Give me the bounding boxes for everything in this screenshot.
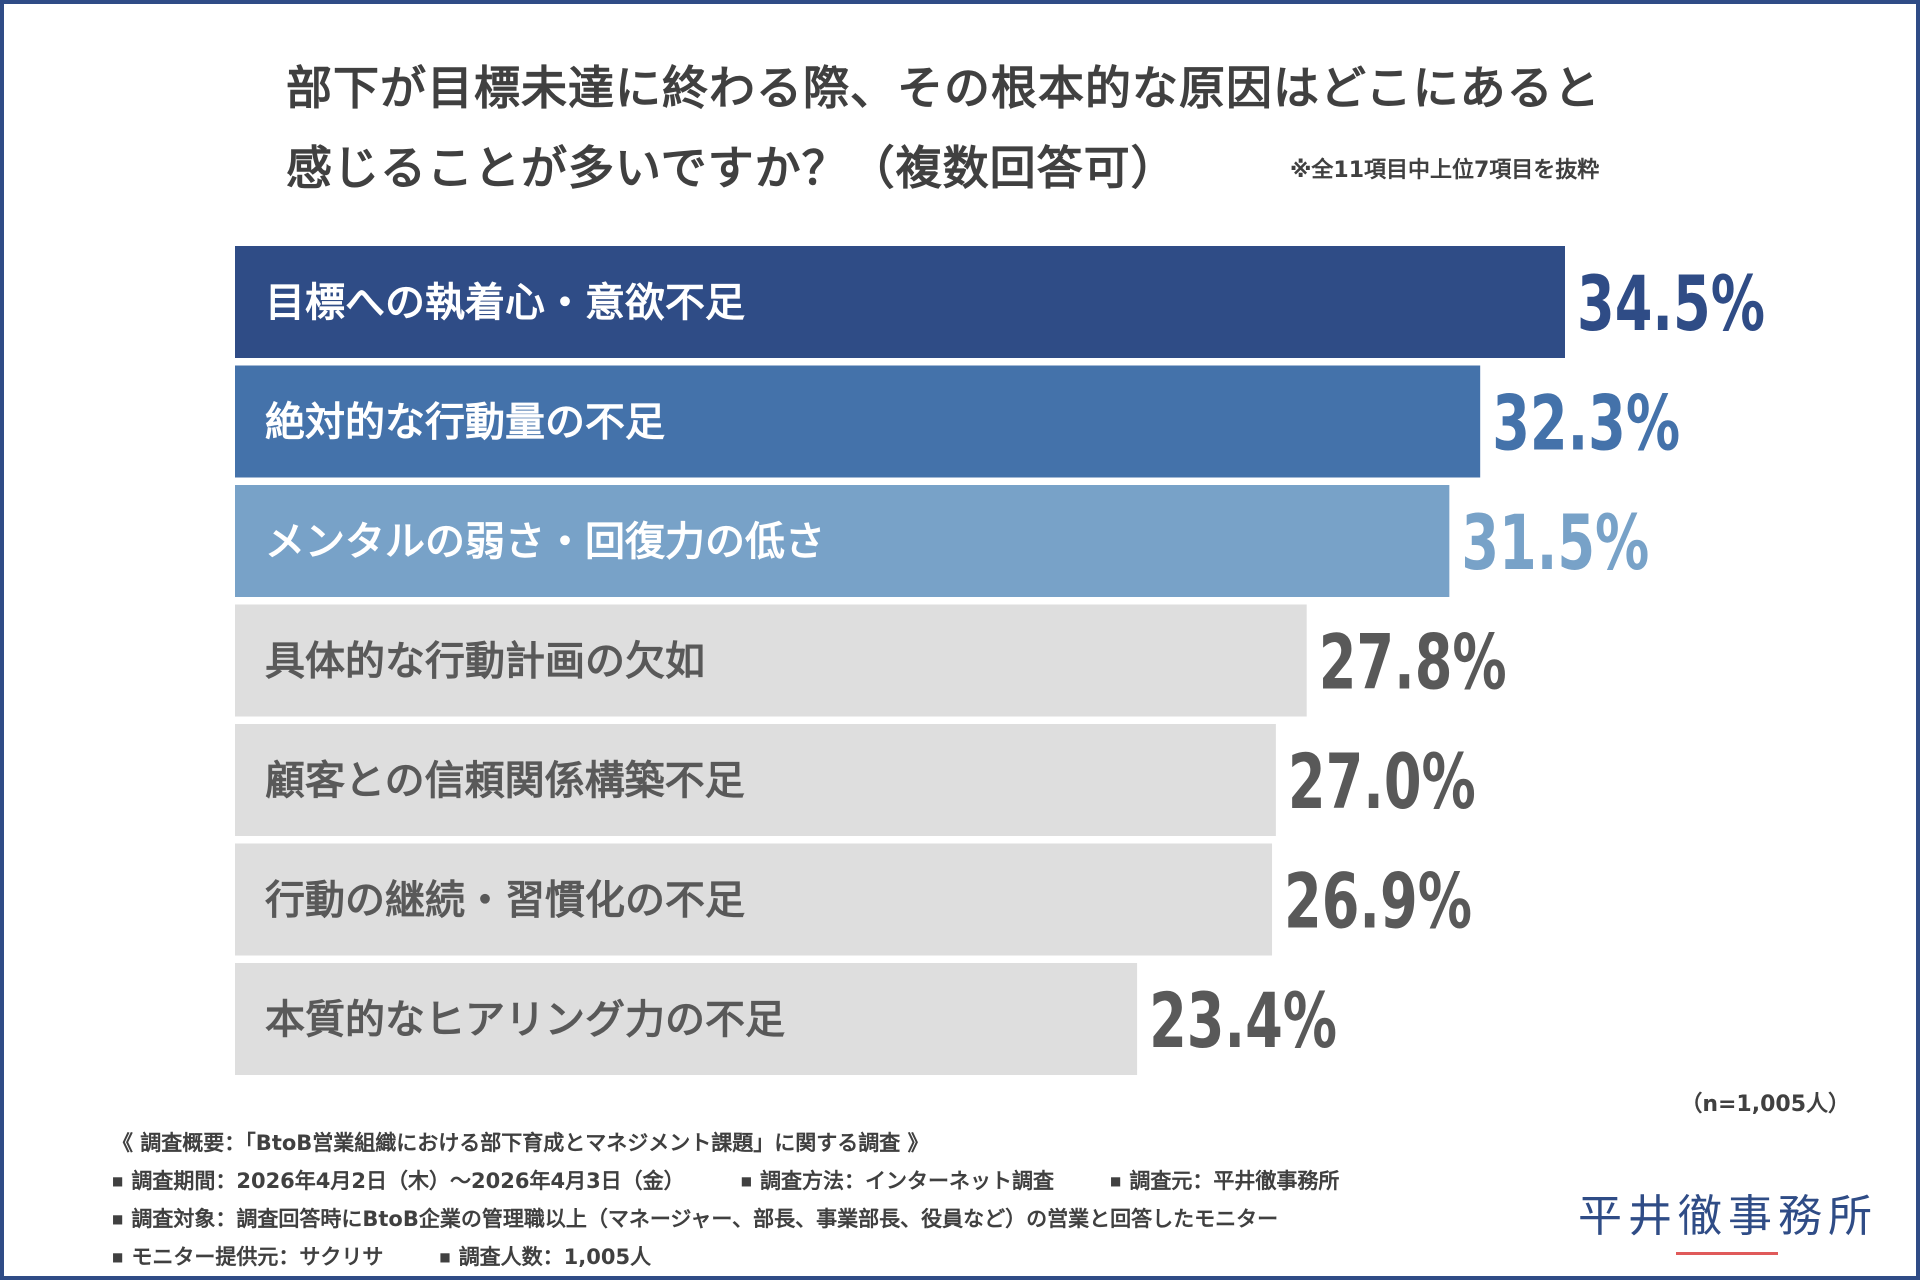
chart-title-line-1: 部下が目標未達に終わる際、その根本的な原因はどこにあると <box>286 61 1601 115</box>
bar-row: 行動の継続・習慣化の不足 26.9% <box>235 843 1472 956</box>
bar-category-label: 具体的な行動計画の欠如 <box>265 639 705 685</box>
bar <box>235 963 1138 1075</box>
chart-title-line-2: 感じることが多いですか？（複数回答可） <box>286 141 1178 195</box>
bar-value-label: 27.8% <box>1319 618 1507 707</box>
survey-respondents: 調査人数：1,005人 <box>439 1238 651 1276</box>
bar-value-label: 26.9% <box>1284 857 1472 946</box>
bar-category-label: 目標への執着心・意欲不足 <box>265 280 745 326</box>
survey-heading: 《 調査概要：「BtoB営業組織における部下育成とマネジメント課題」に関する調査… <box>112 1131 929 1155</box>
bar-row: 目標への執着心・意欲不足 34.5% <box>235 246 1765 358</box>
bar-category-label: 絶対的な行動量の不足 <box>265 400 665 446</box>
bar-category-label: 顧客との信頼関係構築不足 <box>265 758 745 804</box>
bar-chart: 目標への執着心・意欲不足 34.5% 絶対的な行動量の不足 32.3% メンタルの弱さ・… <box>235 246 1765 1075</box>
chart-note: ※全11項目中上位7項目を抜粋 <box>1290 158 1600 183</box>
bar-row: 絶対的な行動量の不足 32.3% <box>235 365 1680 478</box>
bar-category-label: 行動の継続・習慣化の不足 <box>265 878 745 924</box>
bar <box>235 724 1276 836</box>
bar-category-label: メンタルの弱さ・回復力の低さ <box>265 519 825 565</box>
bar-row: 本質的なヒアリング力の不足 23.4% <box>235 963 1337 1075</box>
survey-method: 調査方法：インターネット調査 <box>741 1162 1054 1200</box>
sample-size: （n=1,005人） <box>1680 1092 1850 1117</box>
bar <box>235 485 1450 597</box>
bar-value-label: 32.3% <box>1492 379 1680 468</box>
logo-underline <box>1676 1252 1778 1255</box>
bar-row: メンタルの弱さ・回復力の低さ 31.5% <box>235 485 1649 597</box>
survey-provider: モニター提供元：サクリサ <box>112 1238 383 1276</box>
survey-target: 調査対象：調査回答時にBtoB企業の管理職以上（マネージャー、部長、事業部長、役… <box>112 1200 1278 1238</box>
survey-source: 調査元：平井徹事務所 <box>1110 1162 1339 1200</box>
bar-value-label: 23.4% <box>1149 976 1337 1065</box>
chart-title: 部下が目標未達に終わる際、その根本的な原因はどこにあると 感じることが多いですか… <box>286 48 1601 208</box>
bar-category-label: 本質的なヒアリング力の不足 <box>265 997 785 1043</box>
company-logo: 平井徹事務所 <box>1578 1191 1878 1242</box>
bar-value-label: 34.5% <box>1577 259 1765 348</box>
bar-row: 顧客との信頼関係構築不足 27.0% <box>235 724 1476 836</box>
survey-period: 調査期間：2026年4月2日（木）～2026年4月3日（金） <box>112 1162 684 1200</box>
bar <box>235 246 1565 358</box>
bar <box>235 843 1273 956</box>
bar-value-label: 31.5% <box>1461 498 1649 587</box>
bar-value-label: 27.0% <box>1288 737 1476 826</box>
bar <box>235 365 1481 478</box>
survey-summary: 《 調査概要：「BtoB営業組織における部下育成とマネジメント課題」に関する調査… <box>112 1124 1395 1276</box>
bar <box>235 604 1307 717</box>
bar-row: 具体的な行動計画の欠如 27.8% <box>235 604 1507 717</box>
